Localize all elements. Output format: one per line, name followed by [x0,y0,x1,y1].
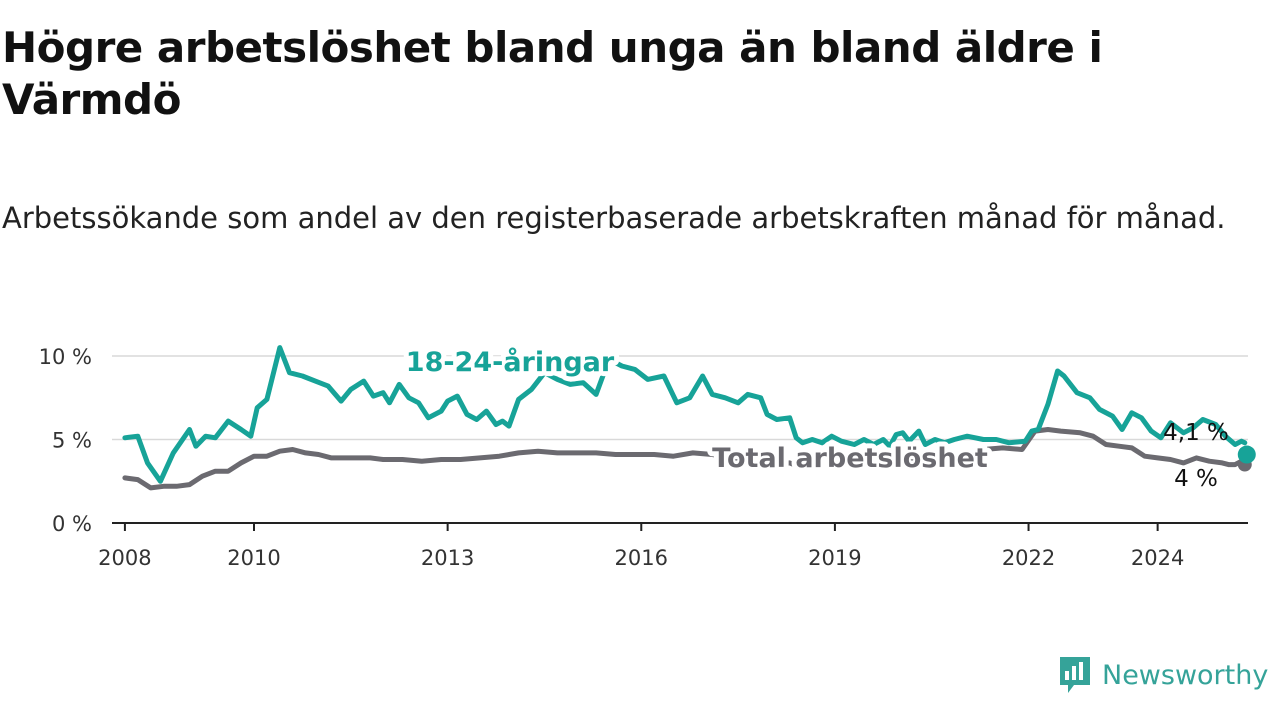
x-tick-label: 2022 [1002,546,1055,570]
newsworthy-logo-text: Newsworthy [1102,659,1269,691]
y-tick-label: 10 % [39,345,92,369]
series-line-18-24 [122,345,1248,484]
end-label-18-24: 4,1 % [1163,420,1229,446]
x-tick-label: 2013 [421,546,474,570]
end-label-total: 4 % [1174,466,1218,492]
newsworthy-logo-icon [1060,657,1090,693]
newsworthy-logo: Newsworthy [1058,654,1268,696]
x-tick-label: 2024 [1131,546,1184,570]
series-line-total [122,427,1248,491]
series-label-18-24: 18-24-åringar [406,346,615,378]
chart-subtitle: Arbetssökande som andel av den registerb… [2,201,1226,235]
series-label-total: Total arbetslöshet [712,443,988,474]
y-tick-label: 0 % [52,512,92,536]
x-tick-label: 2010 [227,546,280,570]
x-tick-label: 2019 [808,546,861,570]
x-tick-label: 2008 [98,546,151,570]
chart-title: Högre arbetslöshet bland unga än bland ä… [2,23,1103,124]
series-end-point-18-24 [1237,445,1256,464]
x-tick-label: 2016 [615,546,668,570]
y-tick-label: 5 % [52,429,92,453]
